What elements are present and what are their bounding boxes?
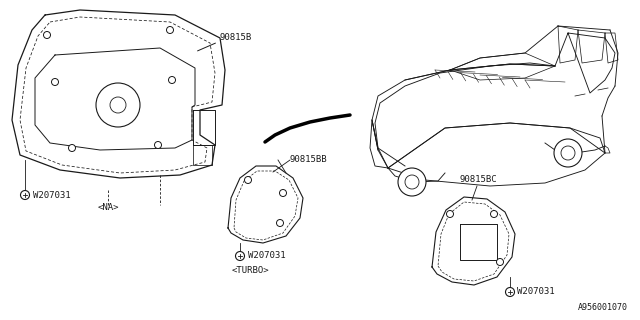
Circle shape bbox=[236, 252, 244, 260]
Circle shape bbox=[447, 211, 454, 218]
Text: W207031: W207031 bbox=[517, 287, 555, 297]
Circle shape bbox=[276, 220, 284, 227]
Text: W207031: W207031 bbox=[33, 191, 70, 201]
Circle shape bbox=[506, 287, 515, 297]
Circle shape bbox=[68, 145, 76, 151]
Text: 90815B: 90815B bbox=[219, 34, 252, 43]
Circle shape bbox=[497, 259, 504, 266]
Text: W207031: W207031 bbox=[248, 252, 285, 260]
Circle shape bbox=[405, 175, 419, 189]
Circle shape bbox=[166, 27, 173, 34]
Circle shape bbox=[244, 177, 252, 183]
Circle shape bbox=[490, 211, 497, 218]
Circle shape bbox=[398, 168, 426, 196]
Text: <NA>: <NA> bbox=[97, 203, 119, 212]
Circle shape bbox=[51, 78, 58, 85]
Circle shape bbox=[554, 139, 582, 167]
Circle shape bbox=[561, 146, 575, 160]
Circle shape bbox=[154, 141, 161, 148]
Circle shape bbox=[168, 76, 175, 84]
Circle shape bbox=[280, 189, 287, 196]
Text: <TURBO>: <TURBO> bbox=[231, 266, 269, 275]
Circle shape bbox=[110, 97, 126, 113]
Circle shape bbox=[96, 83, 140, 127]
Text: A956001070: A956001070 bbox=[578, 303, 628, 312]
Circle shape bbox=[44, 31, 51, 38]
Text: 90815BC: 90815BC bbox=[460, 175, 498, 185]
Text: 90815BB: 90815BB bbox=[290, 156, 328, 164]
Circle shape bbox=[20, 190, 29, 199]
